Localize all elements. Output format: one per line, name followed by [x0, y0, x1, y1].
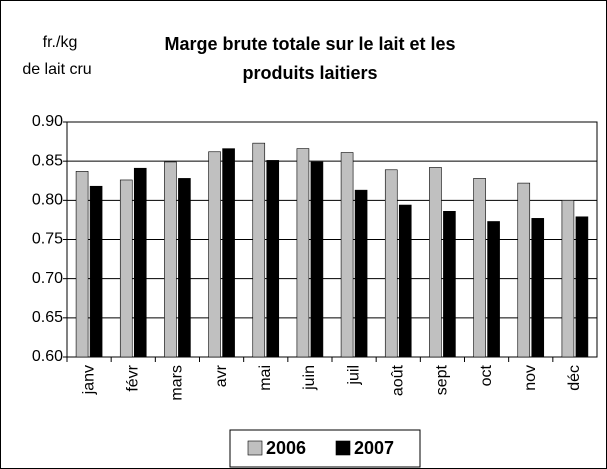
bar: [208, 151, 221, 358]
y-tick-label: 0.70: [32, 270, 63, 287]
legend-label: 2006: [266, 438, 306, 458]
x-tick-label: oct: [478, 364, 495, 386]
bar: [398, 204, 412, 358]
bar: [443, 211, 456, 358]
y-axis-label: de lait cru: [22, 61, 91, 78]
x-tick-label: juin: [301, 365, 318, 391]
chart-title: Marge brute totale sur le lait et les: [164, 34, 455, 54]
y-tick-label: 0.65: [32, 309, 63, 326]
bar: [266, 160, 280, 358]
y-tick-label: 0.90: [32, 113, 63, 130]
bar: [178, 178, 191, 358]
y-axis-label: fr./kg: [43, 34, 78, 51]
x-tick-label: août: [389, 364, 406, 396]
bar: [119, 179, 133, 358]
bar: [164, 161, 177, 358]
y-tick-label: 0.85: [32, 152, 63, 169]
bar: [384, 169, 398, 358]
bar: [531, 218, 545, 358]
x-tick-label: avr: [213, 364, 230, 387]
x-tick-label: févr: [124, 364, 141, 391]
bar: [89, 185, 103, 358]
x-tick-label: déc: [566, 365, 583, 391]
bar: [252, 142, 266, 358]
bar: [133, 167, 147, 358]
bar: [354, 189, 368, 358]
legend-swatch: [247, 440, 263, 456]
bar: [340, 152, 354, 358]
x-tick-label: janv: [80, 365, 97, 395]
x-tick-label: mai: [257, 365, 274, 391]
bar: [222, 148, 235, 358]
x-tick-label: sept: [434, 364, 451, 395]
x-tick-label: juil: [345, 365, 362, 386]
bar: [517, 182, 531, 358]
bar: [296, 148, 310, 358]
bar: [487, 221, 500, 358]
bar: [429, 167, 442, 358]
x-tick-label: mars: [169, 365, 186, 401]
bar: [473, 178, 486, 358]
bar: [310, 161, 324, 358]
bar: [75, 171, 89, 358]
y-tick-label: 0.75: [32, 231, 63, 248]
y-tick-label: 0.80: [32, 192, 63, 209]
bar: [561, 200, 575, 358]
legend-label: 2007: [354, 438, 394, 458]
y-tick-label: 0.60: [32, 348, 63, 365]
x-tick-label: nov: [522, 365, 539, 391]
chart-title: produits laitiers: [242, 63, 377, 83]
legend-swatch: [335, 440, 351, 456]
bar: [575, 216, 589, 358]
